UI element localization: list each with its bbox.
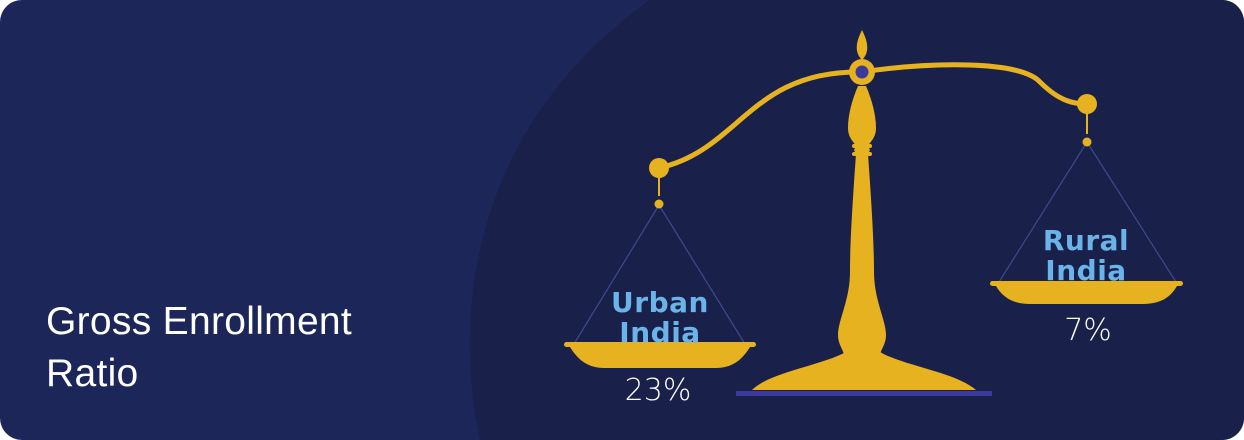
rural-india-label: Rural India <box>1006 226 1166 286</box>
base-shadow-line <box>736 391 992 396</box>
chart-title: Gross Enrollment Ratio <box>46 296 466 400</box>
balance-beam <box>656 62 1090 171</box>
scale-finial <box>856 30 868 60</box>
left-beam-knob <box>649 158 669 178</box>
scale-column <box>838 86 886 356</box>
rural-india-value: 7% <box>1064 313 1112 348</box>
urban-label-line-2: India <box>619 316 701 349</box>
urban-india-label: Urban India <box>580 288 740 348</box>
rural-label-line-1: Rural <box>1042 224 1130 257</box>
right-beam-knob <box>1077 94 1097 114</box>
rural-label-line-2: India <box>1045 254 1127 287</box>
right-pan-strings <box>998 141 1177 283</box>
urban-label-line-1: Urban <box>611 286 709 319</box>
scale-base <box>752 352 976 390</box>
urban-india-value: 23% <box>624 373 692 408</box>
title-line-1: Gross Enrollment <box>46 300 353 343</box>
right-pan <box>990 281 1183 304</box>
left-pan <box>564 342 756 368</box>
title-line-2: Ratio <box>46 352 139 395</box>
left-pan-strings <box>573 204 746 345</box>
